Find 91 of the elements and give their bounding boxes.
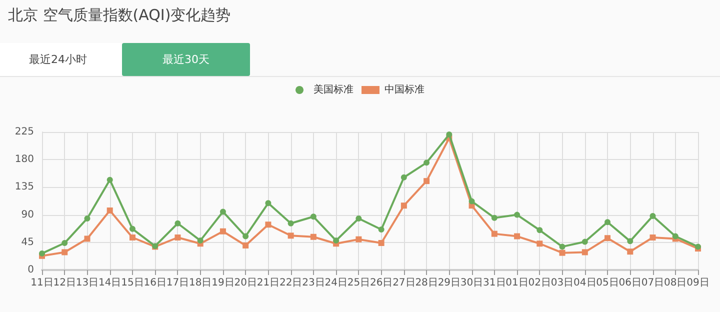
point (333, 238, 340, 244)
point (129, 226, 136, 232)
point (559, 250, 566, 256)
x-tick-label: 23日 (302, 278, 325, 288)
point (514, 233, 520, 240)
x-tick-label: 06日 (618, 278, 642, 288)
y-tick-label: 225 (14, 126, 34, 138)
point (174, 220, 181, 226)
point (265, 200, 272, 206)
x-tick-label: 22日 (279, 278, 302, 288)
x-tick-label: 28日 (415, 278, 438, 288)
point (650, 213, 656, 220)
y-tick-label: 0 (28, 264, 34, 276)
y-tick-label: 135 (14, 182, 34, 193)
point (491, 214, 498, 221)
point (400, 202, 407, 209)
text: 最近24小时 (0, 43, 122, 76)
chart-title: 北京 空气质量指数(AQI)变化趋势 (8, 6, 231, 25)
x-tick-label: 29日 (438, 278, 461, 288)
x-tick-label: 05日 (596, 278, 619, 288)
point (106, 208, 113, 214)
point (582, 249, 588, 256)
x-tick-label: 12日 (53, 278, 76, 288)
x-tick-label: 27日 (392, 278, 416, 288)
x-tick-label: 26日 (370, 278, 393, 288)
x-tick-label: 24日 (324, 278, 348, 288)
y-tick-label: 180 (14, 154, 34, 166)
x-tick-label: 09日 (686, 278, 710, 288)
point (514, 212, 520, 218)
point (242, 233, 249, 240)
x-tick-label: 03日 (550, 278, 574, 288)
point (84, 215, 90, 222)
point (129, 234, 136, 240)
x-tick-label: 08日 (664, 278, 687, 288)
point (378, 226, 384, 233)
point (378, 240, 384, 246)
text: 最近30天 (122, 43, 250, 76)
x-tick-label: 21日 (256, 278, 280, 288)
x-tick-label: 02日 (528, 278, 552, 288)
x-tick-label: 25日 (347, 278, 370, 288)
point (627, 248, 634, 255)
x-tick-label: 17日 (166, 278, 190, 288)
y-tick-label: 90 (21, 209, 34, 220)
point (672, 233, 678, 240)
point (39, 250, 45, 256)
x-tick-label: 31日 (483, 278, 506, 288)
point (491, 230, 498, 237)
x-tick-label: 15日 (121, 278, 144, 288)
point (220, 228, 226, 234)
point (288, 220, 294, 226)
x-tick-label: 13日 (76, 278, 99, 288)
x-tick-label: 20日 (234, 278, 257, 288)
x-tick-label: 07日 (641, 278, 664, 288)
point (310, 234, 316, 240)
point (62, 249, 68, 256)
y-tick-label: 45 (21, 236, 34, 248)
point (62, 240, 68, 246)
point (559, 244, 566, 250)
point (604, 235, 611, 242)
point (424, 178, 430, 184)
x-tick-label: 30日 (460, 278, 484, 288)
point (424, 160, 430, 166)
point (356, 215, 362, 222)
point (84, 236, 90, 242)
point (536, 227, 543, 234)
x-tick-label: 18日 (188, 278, 212, 288)
point (400, 174, 407, 180)
x-tick-label: 11日 (30, 278, 54, 288)
point (220, 208, 226, 215)
legend-label: 美国标准 (314, 84, 354, 96)
x-tick-label: 01日 (506, 278, 528, 288)
point (536, 240, 543, 247)
point (242, 242, 249, 248)
point (288, 232, 294, 239)
x-tick-label: 14日 (98, 278, 122, 288)
point (627, 238, 634, 244)
point (604, 219, 611, 226)
x-tick-label: 19日 (212, 278, 234, 288)
point (106, 176, 113, 183)
point (582, 238, 588, 245)
point (650, 234, 656, 240)
point (468, 198, 475, 204)
point (197, 238, 204, 244)
point (446, 131, 452, 138)
point (265, 222, 272, 228)
point (310, 214, 316, 220)
x-tick-label: 04日 (574, 278, 596, 288)
point (174, 234, 181, 240)
point (356, 236, 362, 242)
legend-label: 中国标准 (384, 84, 424, 96)
x-tick-label: 16日 (144, 278, 166, 288)
